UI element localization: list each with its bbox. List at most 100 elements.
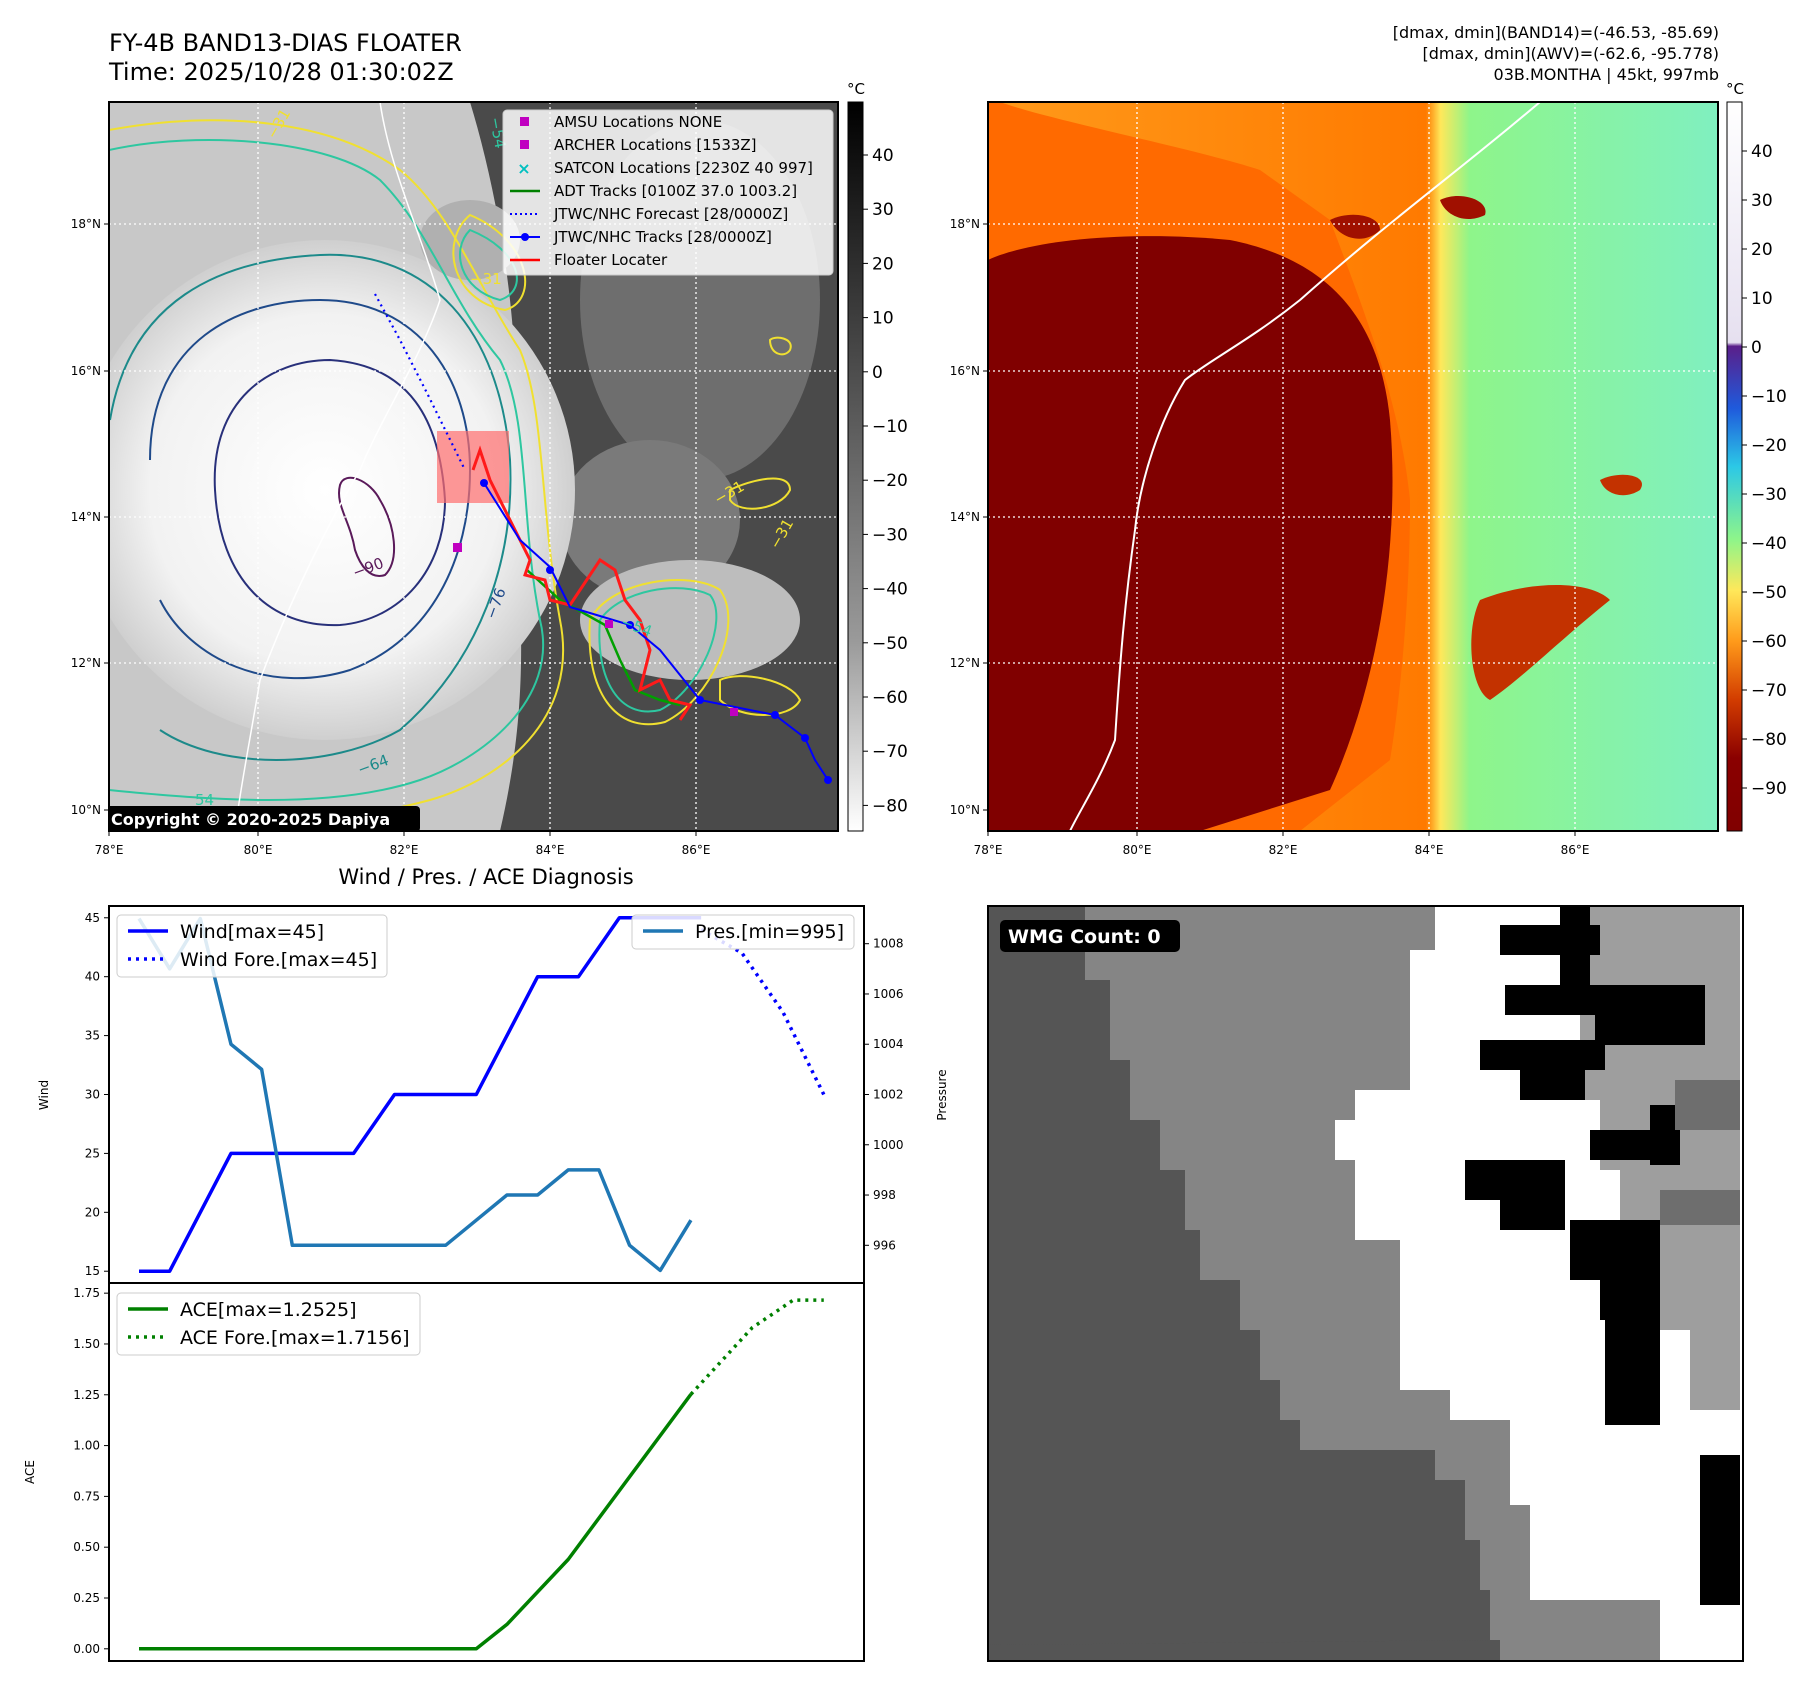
legend-marker-x: × <box>517 159 530 178</box>
series-line <box>137 916 693 1273</box>
ir-coastline <box>234 102 441 831</box>
wind-legend-label: Wind[max=45] <box>180 921 324 943</box>
series-line <box>689 1298 824 1396</box>
colorbar-tick-label: −70 <box>872 742 908 762</box>
colorbar-tick-label: −50 <box>872 634 908 654</box>
info-line-awv: [dmax, dmin](AWV)=(-62.6, -95.778) <box>1422 44 1719 63</box>
info-line-storm: 03B.MONTHA | 45kt, 997mb <box>1494 65 1719 84</box>
colorbar-tick-label: −90 <box>1751 779 1787 799</box>
legend-label: ARCHER Locations [1533Z] <box>554 136 757 154</box>
ace-axis-label: ACE <box>23 1460 37 1484</box>
pressure-axis-label: Pressure <box>935 1069 949 1120</box>
pressure-legend-label: Pres.[min=995] <box>695 921 844 943</box>
ir-colorbar-ticks: 40 30 20 10 0 −10 −20 −30 −40 −50 −60 −70 −80 <box>863 146 908 816</box>
colorbar-tick-label: 30 <box>872 200 894 220</box>
lat-tick-label: 16°N <box>950 364 980 378</box>
y2-tick-label: 1006 <box>873 987 904 1001</box>
y2-tick-label: 996 <box>873 1238 896 1252</box>
lon-tick-label: 86°E <box>1561 843 1590 857</box>
diagnosis-panel: Wind / Pres. / ACE Diagnosis Wind Pressu… <box>23 865 949 1662</box>
archer-location-marker-2 <box>605 620 613 628</box>
y-tick-label: 1.50 <box>73 1337 100 1351</box>
lon-tick-label: 86°E <box>682 843 711 857</box>
colorbar-tick-label: 30 <box>1751 191 1773 211</box>
series-line <box>139 916 702 1273</box>
ace-forecast-legend-label: ACE Fore.[max=1.7156] <box>180 1327 410 1349</box>
colorbar-tick-label: 0 <box>872 363 883 383</box>
y-tick-label: 25 <box>85 1146 100 1160</box>
ir-axes-frame <box>108 101 839 832</box>
colorbar-tick-label: −40 <box>872 580 908 600</box>
wmg-badge-text: WMG Count: 0 <box>1008 926 1161 948</box>
lon-tick-label: 80°E <box>1123 843 1152 857</box>
wind-legend: Wind[max=45] Wind Fore.[max=45] <box>116 914 388 978</box>
colorbar-tick-label: −40 <box>1751 534 1787 554</box>
series-line <box>139 1393 693 1651</box>
awv-gridlines <box>988 102 1718 831</box>
y-tick-label: 45 <box>85 911 100 925</box>
colorbar-tick-label: −20 <box>1751 436 1787 456</box>
lat-tick-label: 18°N <box>950 217 980 231</box>
wind-axis-label: Wind <box>37 1080 51 1110</box>
legend-label: JTWC/NHC Tracks [28/0000Z] <box>553 228 772 246</box>
y-tick-label: 20 <box>85 1205 100 1219</box>
colorbar-tick-label: 20 <box>1751 240 1773 260</box>
colorbar-tick-label: 20 <box>872 254 894 274</box>
svg-text:54: 54 <box>195 791 214 809</box>
y-tick-label: 0.00 <box>73 1642 100 1656</box>
ace-chart: 0.00 0.25 0.50 0.75 1.00 1.25 1.50 1.75 <box>73 1286 824 1656</box>
archer-location-marker <box>453 543 462 552</box>
figure-title-line2: Time: 2025/10/28 01:30:02Z <box>108 58 454 86</box>
lon-tick-label: 84°E <box>536 843 565 857</box>
colorbar-tick-label: −20 <box>872 471 908 491</box>
diagnosis-title: Wind / Pres. / ACE Diagnosis <box>338 865 633 889</box>
lon-tick-label: 84°E <box>1415 843 1444 857</box>
lat-tick-label: 10°N <box>950 803 980 817</box>
lon-tick-label: 78°E <box>95 843 124 857</box>
awv-imagery <box>988 102 1718 831</box>
ir-colorbar-unit: °C <box>847 80 865 98</box>
ir-legend: AMSU Locations NONE ARCHER Locations [153… <box>502 109 834 276</box>
y-tick-label: 40 <box>85 970 100 984</box>
y2-tick-label: 1008 <box>873 937 904 951</box>
pressure-legend: Pres.[min=995] <box>631 914 855 950</box>
colorbar-tick-label: 40 <box>872 146 894 166</box>
legend-label: JTWC/NHC Forecast [28/0000Z] <box>553 205 788 223</box>
awv-colorbar-unit: °C <box>1726 80 1744 98</box>
legend-label: Floater Locater <box>554 251 668 269</box>
info-line-band14: [dmax, dmin](BAND14)=(-46.53, -85.69) <box>1393 23 1719 42</box>
y2-tick-label: 1004 <box>873 1037 904 1051</box>
colorbar-tick-label: −80 <box>872 796 908 816</box>
y2-tick-label: 1000 <box>873 1138 904 1152</box>
wmg-badge <box>1000 920 1180 952</box>
copyright-text: Copyright © 2020-2025 Dapiya <box>111 810 390 829</box>
colorbar-tick-label: 10 <box>872 309 894 329</box>
jtwc-best-track <box>483 482 829 781</box>
y-tick-label: 15 <box>85 1264 100 1278</box>
ace-legend: ACE[max=1.2525] ACE Fore.[max=1.7156] <box>116 1292 421 1356</box>
awv-colorbar-ticks: 40 30 20 10 0 −10 −20 −30 −40 −50 −60 −70 −80 −90 <box>1742 142 1787 799</box>
colorbar-tick-label: 40 <box>1751 142 1773 162</box>
awv-axes-frame <box>987 101 1719 832</box>
wmg-panel: WMG Count: 0 <box>987 905 1744 1662</box>
awv-colorbar <box>1726 101 1743 832</box>
ir-map-panel: −90 −76 −64 −54 −31 −31 −31 54 −54 −31 C… <box>108 80 908 832</box>
wmg-axes-frame <box>987 905 1744 1662</box>
ace-legend-label: ACE[max=1.2525] <box>180 1299 357 1321</box>
legend-marker-square <box>520 140 529 149</box>
colorbar-tick-label: 0 <box>1751 338 1762 358</box>
wmg-black-blocks <box>1465 906 1740 1605</box>
legend-label: AMSU Locations NONE <box>554 113 722 131</box>
y-tick-label: 0.75 <box>73 1489 100 1503</box>
wind-forecast-legend-label: Wind Fore.[max=45] <box>180 949 377 971</box>
lat-tick-label: 12°N <box>71 656 101 670</box>
y-tick-label: 1.25 <box>73 1388 100 1402</box>
series-line <box>700 928 826 1096</box>
y-tick-label: 35 <box>85 1029 100 1043</box>
y-tick-label: 0.50 <box>73 1540 100 1554</box>
y-tick-label: 30 <box>85 1088 100 1102</box>
lat-tick-label: 12°N <box>950 656 980 670</box>
wind-pressure-chart: 15 20 25 30 35 40 45 996 998 1000 1002 1004 1006 1008 <box>85 911 904 1278</box>
awv-coastline <box>1069 102 1541 831</box>
